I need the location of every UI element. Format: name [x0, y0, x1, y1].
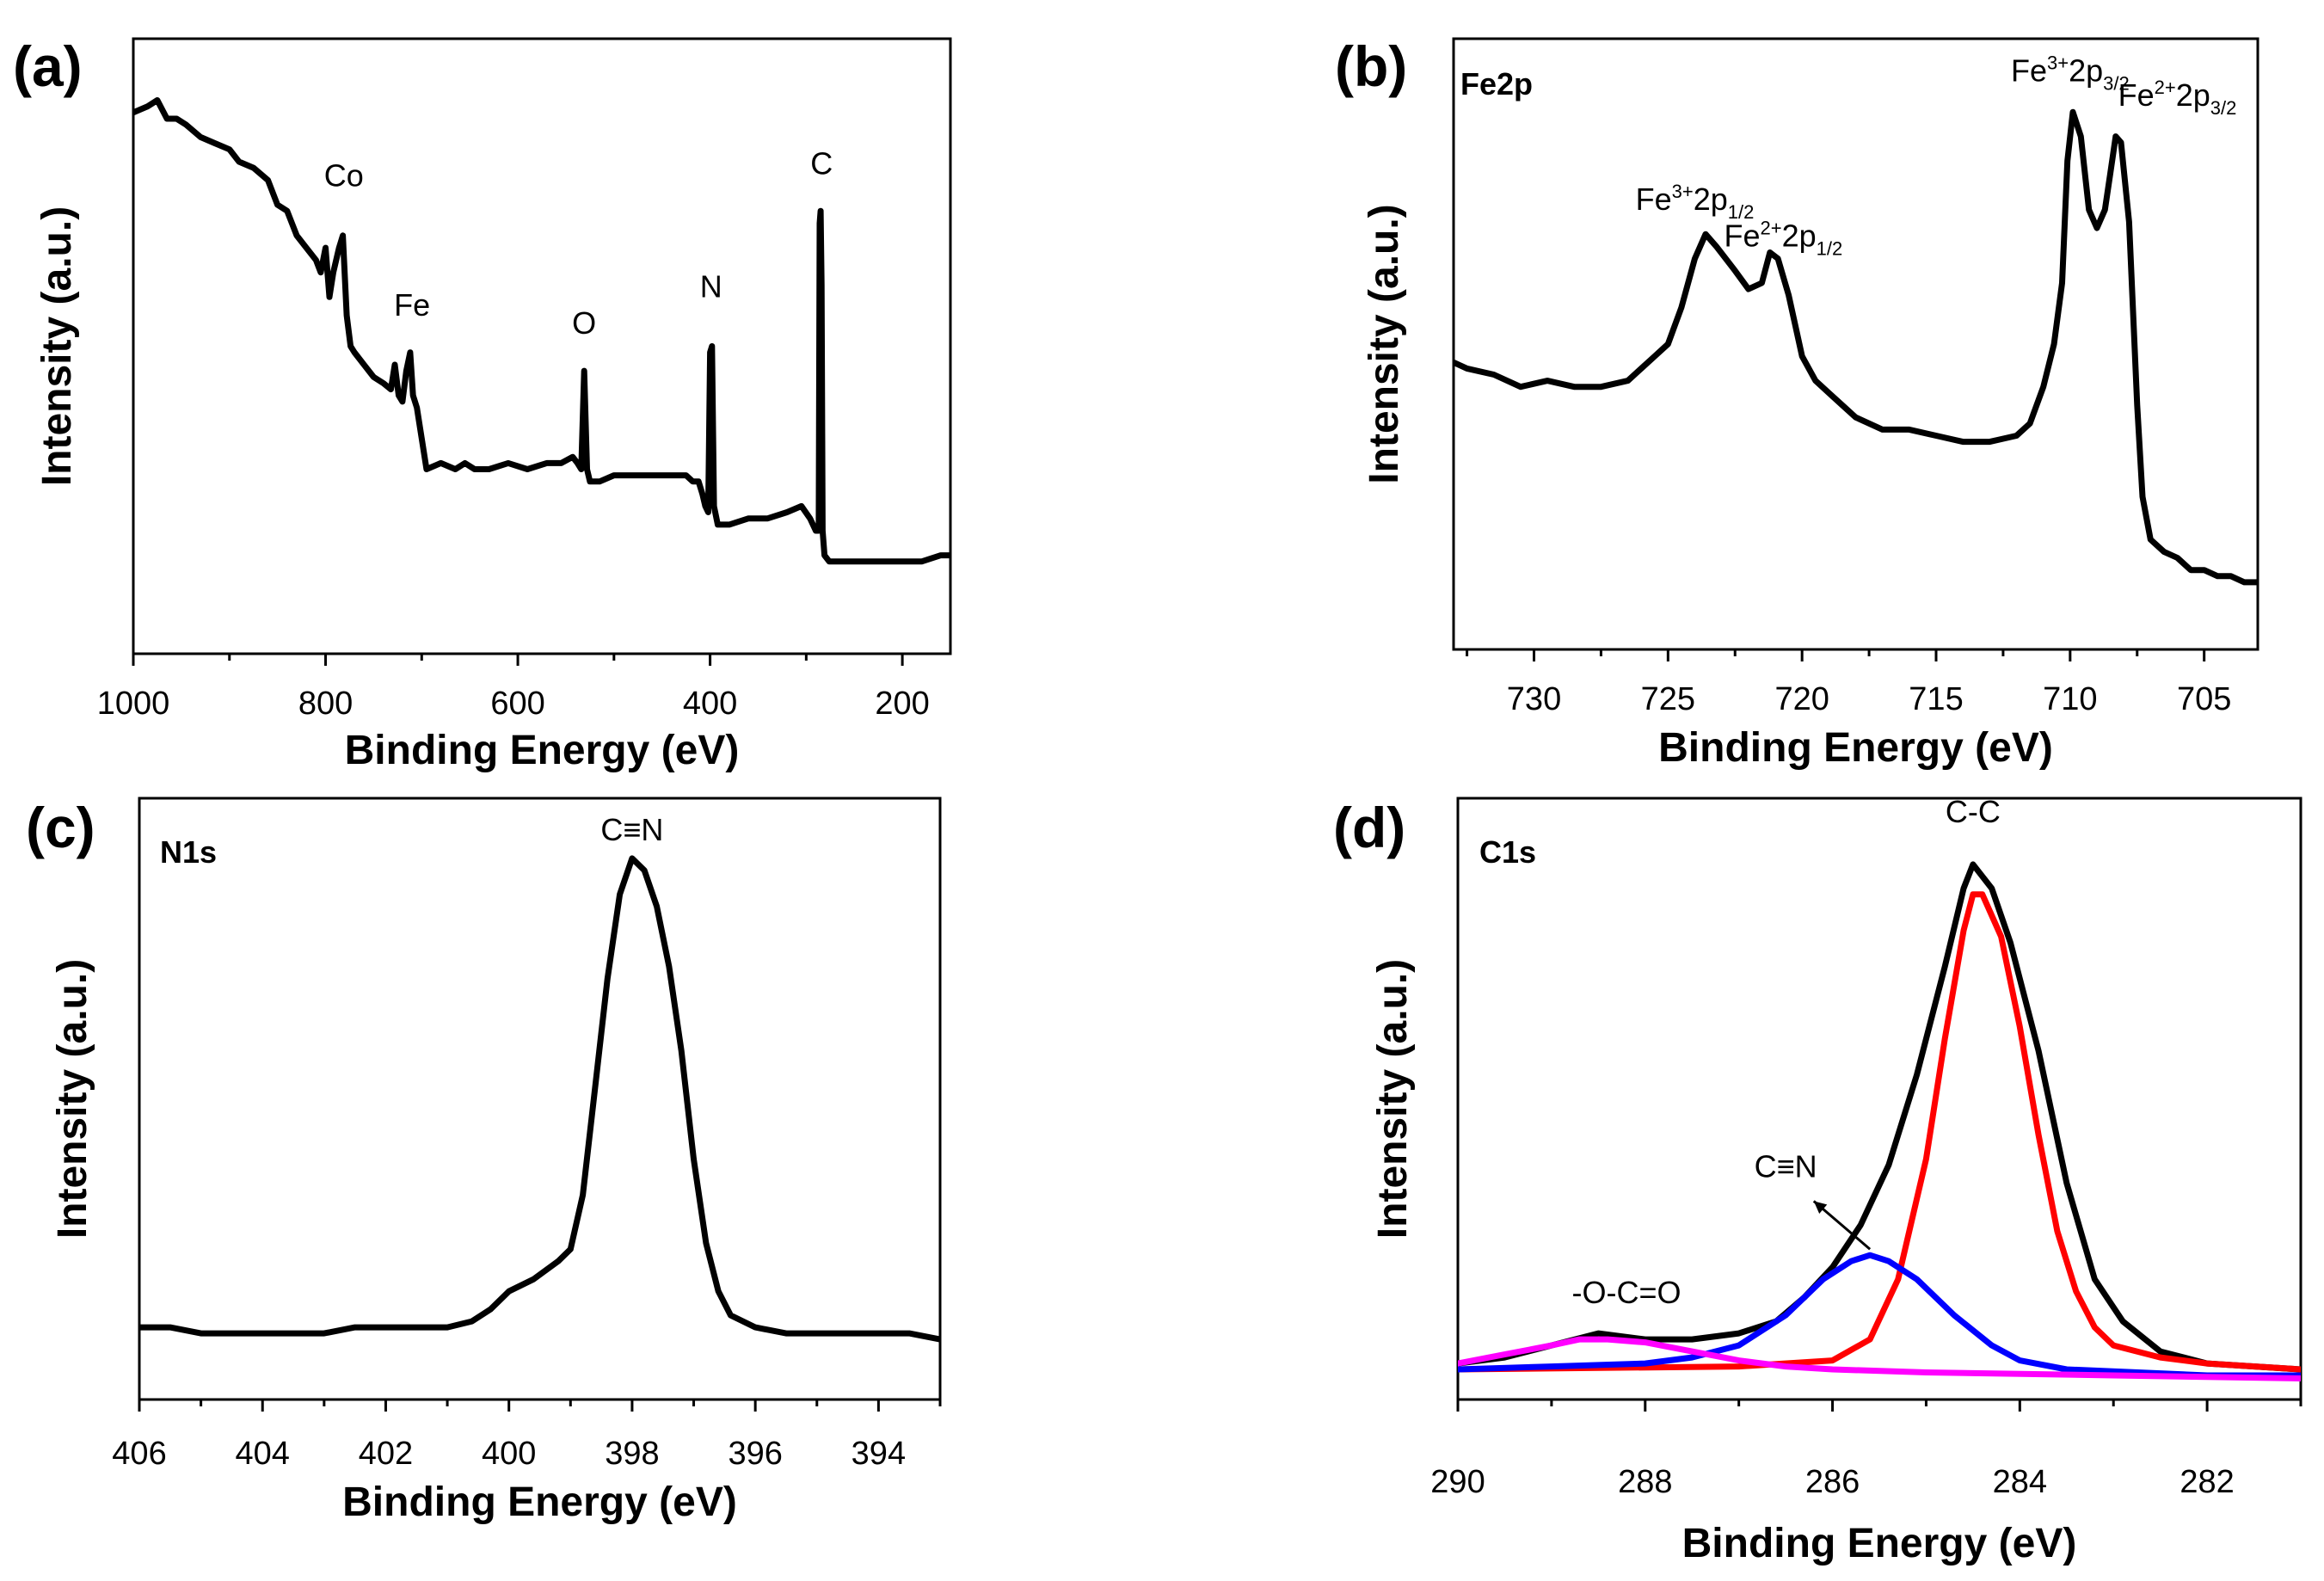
peak-label: Fe3+2p3/2 [2011, 52, 2130, 95]
x-tick-label: 398 [605, 1436, 659, 1472]
peak-label: Co [324, 158, 364, 194]
panel-b: (b) 730 725 720 715 710 705 Binding Energy (eV)… [1335, 34, 2259, 771]
peak-label: -O-C=O [1571, 1275, 1681, 1310]
plot-frame [138, 797, 942, 1401]
x-axis-label: Binding Energy (eV) [342, 1479, 737, 1525]
panel-title: Fe2p [1460, 66, 1533, 102]
x-axis-label: Binding Energy (eV) [1658, 725, 2053, 771]
peak-label: N [700, 268, 722, 304]
x-tick-label: 710 [2043, 681, 2097, 717]
x-tick-label: 288 [1618, 1464, 1672, 1500]
x-axis-label: Binding Energy (eV) [345, 728, 740, 773]
x-tick-label: 396 [728, 1436, 782, 1472]
series-line--o-c-o-fit [1458, 1336, 2301, 1381]
x-tick-label: 404 [236, 1436, 290, 1472]
panel-letter: (b) [1335, 34, 1407, 98]
peak-label: C≡N [1755, 1148, 1817, 1184]
x-tick-label: 402 [359, 1436, 413, 1472]
x-tick-label: 800 [298, 686, 353, 722]
y-axis-label: Intensity (a.u.) [34, 206, 80, 486]
panel-title: N1s [160, 834, 217, 870]
peak-label: O [572, 305, 596, 341]
x-tick-label: 406 [112, 1436, 166, 1472]
x-tick-label: 286 [1805, 1464, 1860, 1500]
peak-label: Fe [394, 287, 430, 323]
arrow-head [1813, 1201, 1828, 1214]
peak-label: Fe2+2p3/2 [2118, 77, 2237, 119]
panel-d: (d) 290 288 286 284 282 Binding Energy (eV) Int… [1333, 794, 2302, 1566]
y-axis-label: Intensity (a.u.) [50, 959, 95, 1239]
y-axis-label: Intensity (a.u.) [1370, 959, 1416, 1239]
panel-c: (c) 406 404 402 400 398 396 394 Binding Energy (… [26, 796, 942, 1525]
x-axis-label: Binding Energy (eV) [1682, 1521, 2077, 1566]
plot-frame [1452, 37, 2259, 651]
x-tick-label: 290 [1430, 1464, 1485, 1500]
series-line-n1s [139, 855, 940, 1343]
peak-label: Fe3+2p1/2 [1636, 181, 1755, 223]
panel-a: (a) 1000 800 600 400 200 Binding Energy (eV) In… [13, 34, 952, 773]
x-tick-label: 600 [490, 686, 544, 722]
x-tick-label: 400 [482, 1436, 536, 1472]
peak-label: C≡N [600, 812, 663, 847]
y-axis-label: Intensity (a.u.) [1362, 204, 1407, 483]
plot-frame [132, 37, 952, 655]
panel-letter: (a) [13, 34, 83, 98]
x-tick-label: 400 [683, 686, 737, 722]
x-tick-label: 705 [2177, 681, 2231, 717]
series-line-fe2p [1454, 108, 2258, 586]
peak-label: Fe2+2p1/2 [1724, 217, 1842, 259]
panel-title: C1s [1479, 834, 1536, 870]
peak-label: C-C [1946, 794, 2001, 829]
x-tick-label: 394 [852, 1436, 906, 1472]
x-tick-label: 282 [2180, 1464, 2234, 1500]
series-line-c-c-fit [1458, 891, 2301, 1373]
series-line-c-n-fit [1458, 1252, 2301, 1379]
x-tick-label: 1000 [97, 686, 170, 722]
panel-letter: (c) [26, 796, 95, 859]
panel-letter: (d) [1333, 796, 1405, 859]
x-tick-label: 725 [1641, 681, 1695, 717]
series-line-survey [133, 97, 950, 565]
peak-label: C [810, 145, 833, 181]
x-tick-label: 715 [1909, 681, 1963, 717]
x-tick-label: 200 [875, 686, 929, 722]
x-tick-label: 730 [1507, 681, 1561, 717]
x-tick-label: 284 [1993, 1464, 2047, 1500]
plot-frame [1456, 797, 2302, 1401]
x-tick-label: 720 [1774, 681, 1829, 717]
